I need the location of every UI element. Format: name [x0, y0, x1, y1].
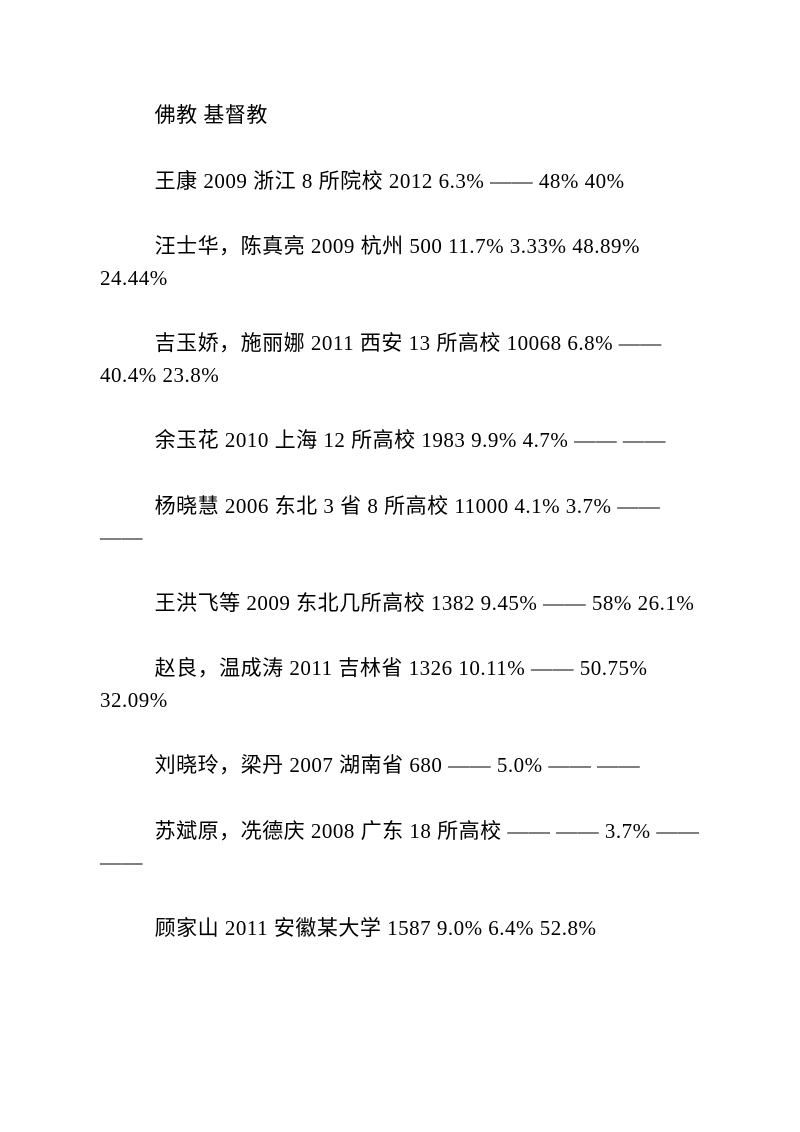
paragraph-0: 佛教 基督教	[100, 100, 700, 132]
paragraph-4: 余玉花 2010 上海 12 所高校 1983 9.9% 4.7% —— ——	[100, 425, 700, 457]
paragraph-7: 赵良，温成涛 2011 吉林省 1326 10.11% —— 50.75% 32…	[100, 653, 700, 716]
paragraph-3: 吉玉娇，施丽娜 2011 西安 13 所高校 10068 6.8% —— 40.…	[100, 328, 700, 391]
paragraph-2: 汪士华，陈真亮 2009 杭州 500 11.7% 3.33% 48.89% 2…	[100, 231, 700, 294]
paragraph-5: 杨晓慧 2006 东北 3 省 8 所高校 11000 4.1% 3.7% ——…	[100, 491, 700, 554]
paragraph-6: 王洪飞等 2009 东北几所高校 1382 9.45% —— 58% 26.1%	[100, 588, 700, 620]
paragraph-10: 顾家山 2011 安徽某大学 1587 9.0% 6.4% 52.8%	[100, 913, 700, 945]
paragraph-1: 王康 2009 浙江 8 所院校 2012 6.3% —— 48% 40%	[100, 166, 700, 198]
paragraph-9: 苏斌原，冼德庆 2008 广东 18 所高校 —— —— 3.7% —— ——	[100, 816, 700, 879]
paragraph-8: 刘晓玲，梁丹 2007 湖南省 680 —— 5.0% —— ——	[100, 750, 700, 782]
